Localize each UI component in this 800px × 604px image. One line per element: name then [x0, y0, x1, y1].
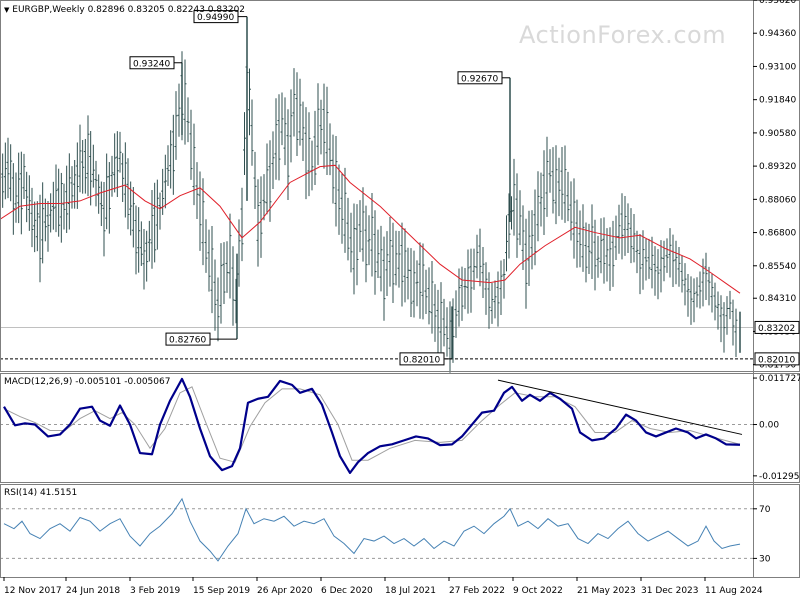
- triangle-down-icon[interactable]: ▼: [4, 6, 9, 14]
- price-tick-label: 0.91840: [759, 96, 796, 106]
- macd-trendline: [498, 380, 742, 434]
- symbol-header[interactable]: ▼ EURGBP,Weekly 0.82896 0.83205 0.82243 …: [4, 5, 245, 15]
- macd-panel: [0, 379, 753, 473]
- annotation-label: 0.82760: [169, 336, 206, 346]
- macd-tick-label: -0.012951: [759, 472, 800, 482]
- price-panel: [0, 17, 753, 373]
- x-tick-label: 12 Nov 2017: [4, 586, 62, 596]
- rsi-frame: [1, 485, 800, 578]
- moving-average-line: [0, 165, 740, 293]
- level-price-box-label: 0.82010: [758, 355, 795, 365]
- macd-line: [4, 379, 740, 473]
- last-price-box-label: 0.83202: [758, 324, 795, 334]
- x-tick-label: 21 May 2023: [577, 586, 636, 596]
- x-tick-label: 18 Jul 2021: [385, 586, 436, 596]
- watermark: ActionForex.com: [519, 21, 726, 49]
- rsi-panel: [0, 499, 753, 561]
- x-tick-label: 11 Aug 2024: [705, 586, 763, 596]
- macd-tick-label: 0.00: [759, 421, 779, 431]
- macd-tick-label: 0.011727: [759, 374, 800, 384]
- macd-label: MACD(12,26,9) -0.005101 -0.005067: [4, 377, 170, 387]
- annotation-label: 0.92670: [461, 74, 498, 84]
- x-tick-label: 9 Oct 2022: [513, 586, 563, 596]
- price-tick-label: 0.89320: [759, 162, 796, 172]
- rsi-line: [4, 499, 740, 561]
- price-frame: [1, 1, 800, 372]
- symbol-title: EURGBP,Weekly 0.82896 0.83205 0.82243 0.…: [12, 5, 245, 15]
- macd-frame: [1, 374, 800, 483]
- x-tick-label: 6 Dec 2020: [321, 586, 373, 596]
- price-tick-label: 0.85540: [759, 262, 796, 272]
- rsi-tick-label: 70: [759, 505, 771, 515]
- x-tick-label: 24 Jun 2018: [66, 586, 120, 596]
- x-tick-label: 27 Feb 2022: [449, 586, 505, 596]
- x-tick-label: 26 Apr 2020: [257, 586, 313, 596]
- x-tick-label: 3 Feb 2019: [130, 586, 181, 596]
- annotation-label: 0.93240: [133, 59, 170, 69]
- rsi-label: RSI(14) 41.5151: [4, 488, 77, 498]
- rsi-tick-label: 30: [759, 554, 771, 564]
- annotation-label: 0.82010: [403, 355, 440, 365]
- price-tick-label: 0.84310: [759, 294, 796, 304]
- labels: 0.932400.949900.827600.820100.926700.832…: [130, 11, 799, 366]
- price-tick-label: 0.90580: [759, 129, 796, 139]
- x-tick-label: 31 Dec 2023: [641, 586, 699, 596]
- price-tick-label: 0.95620: [759, 0, 796, 6]
- x-tick-label: 15 Sep 2019: [193, 586, 250, 596]
- price-tick-label: 0.88060: [759, 195, 796, 205]
- price-tick-label: 0.93100: [759, 62, 796, 72]
- price-tick-label: 0.86800: [759, 229, 796, 239]
- price-tick-label: 0.94360: [759, 29, 796, 39]
